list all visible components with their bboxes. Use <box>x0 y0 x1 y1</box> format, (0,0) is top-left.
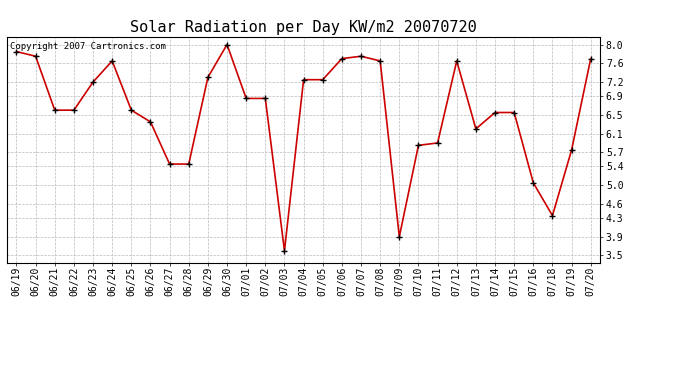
Text: Copyright 2007 Cartronics.com: Copyright 2007 Cartronics.com <box>10 42 166 51</box>
Title: Solar Radiation per Day KW/m2 20070720: Solar Radiation per Day KW/m2 20070720 <box>130 20 477 35</box>
